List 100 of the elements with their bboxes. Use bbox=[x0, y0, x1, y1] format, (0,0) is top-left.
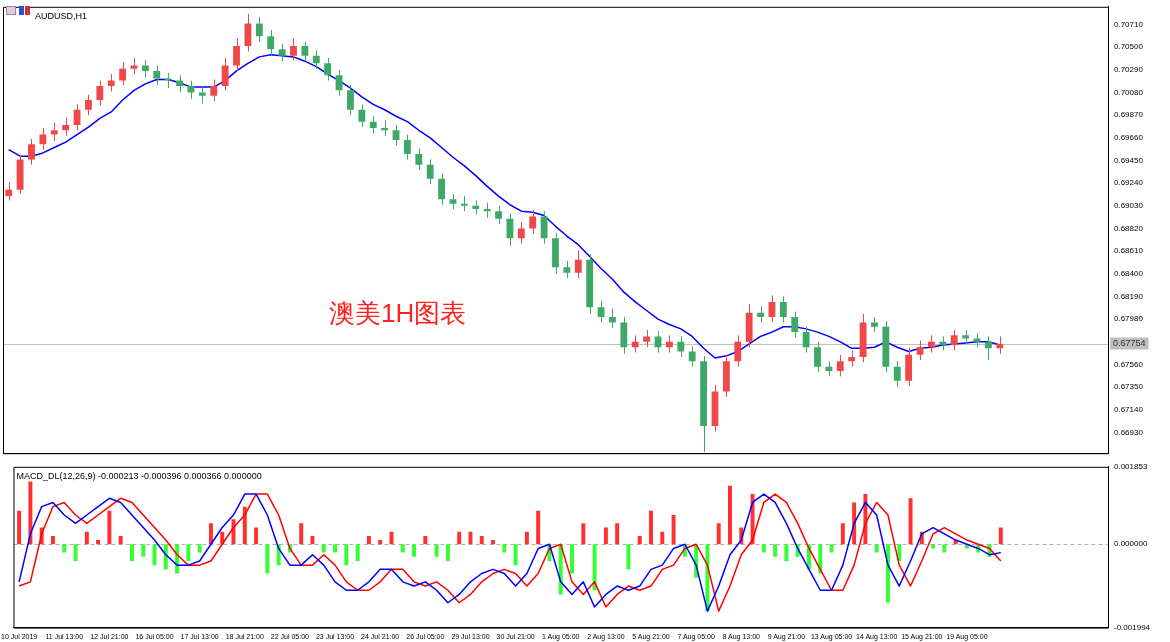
candlestick bbox=[836, 354, 844, 377]
candlestick bbox=[267, 29, 275, 57]
candlestick bbox=[221, 57, 229, 91]
candlestick bbox=[28, 138, 35, 166]
bar bbox=[457, 531, 462, 545]
bar bbox=[637, 535, 642, 545]
candlestick bbox=[893, 360, 901, 388]
candlestick bbox=[734, 334, 742, 368]
bar bbox=[265, 544, 270, 574]
candlestick bbox=[802, 326, 810, 354]
bar bbox=[829, 544, 834, 553]
bar bbox=[649, 510, 653, 545]
bar bbox=[931, 544, 936, 549]
bar bbox=[434, 544, 439, 557]
bar bbox=[141, 544, 146, 557]
bar bbox=[366, 535, 371, 545]
bar bbox=[660, 531, 665, 545]
candlestick bbox=[5, 181, 13, 201]
candlestick bbox=[495, 205, 502, 225]
bar bbox=[17, 510, 22, 545]
bar bbox=[671, 514, 676, 545]
y-tick-label: 0.67980 bbox=[1114, 314, 1144, 324]
bar bbox=[716, 523, 721, 545]
bar bbox=[728, 485, 732, 545]
bar bbox=[28, 481, 33, 545]
ref-line-label: 0.67754 bbox=[1113, 338, 1146, 349]
bar bbox=[581, 523, 586, 545]
candlestick bbox=[517, 221, 525, 245]
bar bbox=[491, 540, 496, 545]
bar bbox=[208, 523, 213, 545]
candlestick bbox=[677, 335, 685, 358]
bar bbox=[163, 544, 168, 570]
y-tick-label: 0.68190 bbox=[1114, 291, 1144, 301]
candlestick bbox=[255, 16, 263, 43]
bar bbox=[942, 544, 947, 553]
candlestick bbox=[916, 340, 924, 361]
y-tick-label: 0.001853 bbox=[1114, 462, 1148, 471]
bar bbox=[50, 535, 55, 545]
bar bbox=[344, 544, 349, 566]
bar bbox=[378, 540, 383, 545]
candlestick bbox=[210, 79, 218, 102]
bar bbox=[908, 498, 913, 545]
bar bbox=[626, 544, 631, 570]
bar bbox=[603, 527, 608, 545]
candlestick bbox=[426, 158, 434, 185]
bar bbox=[321, 544, 326, 553]
bar bbox=[524, 531, 529, 545]
bar bbox=[62, 544, 67, 553]
annotation: 澳美1H图表 bbox=[328, 297, 467, 328]
candlestick bbox=[301, 41, 309, 62]
candlestick bbox=[290, 38, 297, 61]
y-tick-label: 0.66930 bbox=[1114, 427, 1144, 437]
bar bbox=[197, 544, 202, 553]
bar bbox=[96, 540, 101, 545]
y-tick-label: 0.68820 bbox=[1114, 223, 1144, 233]
y-tick-label: 0.70710 bbox=[1114, 19, 1144, 29]
bar bbox=[400, 544, 405, 553]
bar bbox=[761, 544, 766, 553]
bar bbox=[107, 510, 112, 545]
bar bbox=[570, 544, 574, 574]
bar bbox=[885, 544, 890, 603]
y-tick-label: 0.69450 bbox=[1114, 155, 1144, 165]
bar bbox=[118, 535, 123, 545]
y-tick-label: 0.70500 bbox=[1114, 42, 1144, 52]
y-tick-label: 0.69660 bbox=[1114, 133, 1144, 143]
candlestick bbox=[791, 311, 799, 338]
candlestick bbox=[96, 80, 104, 106]
candlestick bbox=[438, 172, 445, 206]
bar bbox=[423, 535, 428, 545]
candlestick bbox=[392, 124, 400, 146]
bar bbox=[84, 531, 89, 545]
candlestick bbox=[540, 210, 548, 245]
bar bbox=[536, 510, 541, 545]
candlestick bbox=[574, 249, 582, 279]
bar bbox=[299, 523, 304, 545]
bar bbox=[468, 531, 473, 545]
bar bbox=[254, 527, 259, 545]
y-tick-label: 0.000000 bbox=[1114, 539, 1148, 549]
bar bbox=[73, 544, 78, 561]
y-tick-label: 0.67140 bbox=[1114, 405, 1144, 415]
candlestick bbox=[153, 65, 161, 86]
y-tick-label: -0.001994 bbox=[1114, 622, 1151, 632]
bar bbox=[998, 527, 1003, 545]
candlestick bbox=[85, 94, 92, 116]
candlestick bbox=[312, 49, 320, 70]
candlestick bbox=[39, 127, 47, 151]
candlestick bbox=[324, 57, 332, 82]
text: AUDUSD,H1 bbox=[35, 11, 88, 22]
bar bbox=[784, 544, 789, 561]
candlestick bbox=[597, 300, 605, 323]
chart-title: MACD_DL(12,26,9) -0.000213 -0.000396 0.000366 0.000000 bbox=[16, 471, 262, 482]
bar bbox=[333, 544, 338, 553]
bar bbox=[412, 544, 417, 557]
bar bbox=[445, 544, 450, 561]
bar bbox=[773, 544, 778, 557]
y-tick-label: 0.67560 bbox=[1114, 359, 1144, 369]
y-tick-label: 0.69870 bbox=[1114, 110, 1144, 120]
candlestick bbox=[358, 103, 366, 128]
candlestick bbox=[233, 38, 240, 72]
y-tick-label: 0.70080 bbox=[1114, 87, 1144, 97]
